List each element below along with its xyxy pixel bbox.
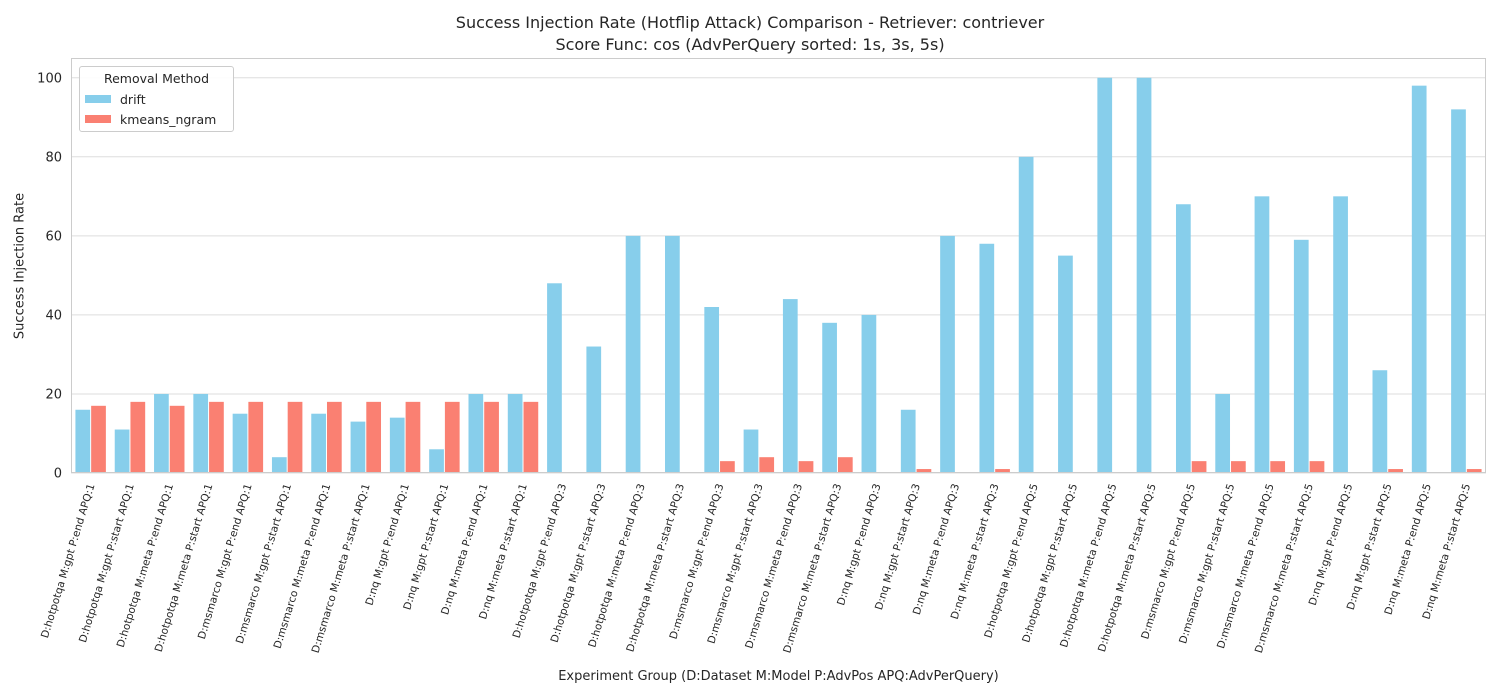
legend-item-kmeans-ngram: kmeans_ngram xyxy=(85,111,216,127)
bar-kmeans-ngram xyxy=(1466,469,1482,473)
bar-drift xyxy=(429,449,444,473)
bar-drift xyxy=(1058,255,1073,473)
x-tick-label: D:nq M:gpt P:start APQ:5 xyxy=(1345,482,1395,611)
bar-drift xyxy=(900,409,916,473)
bar-kmeans-ngram xyxy=(1309,461,1325,473)
bar-drift xyxy=(1333,196,1348,474)
bar-drift xyxy=(271,457,287,473)
bar-kmeans-ngram xyxy=(444,401,460,473)
bar-drift xyxy=(389,417,405,473)
bar-drift xyxy=(1136,77,1152,473)
y-tick-label: 20 xyxy=(45,387,62,402)
bar-drift xyxy=(1372,370,1388,473)
bar-drift xyxy=(1097,77,1113,473)
bar-kmeans-ngram xyxy=(209,401,224,473)
bar-kmeans-ngram xyxy=(1191,461,1207,473)
bar-kmeans-ngram xyxy=(91,405,106,473)
y-tick-label: 60 xyxy=(45,229,62,244)
bar-drift xyxy=(311,413,326,473)
bar-kmeans-ngram xyxy=(287,401,303,473)
bar-drift xyxy=(586,346,602,473)
bar-drift xyxy=(743,429,759,473)
bar-kmeans-ngram xyxy=(169,405,185,473)
x-tick-label: D:nq M:gpt P:end APQ:5 xyxy=(1307,482,1356,607)
x-tick-label: D:nq M:gpt P:end APQ:1 xyxy=(363,482,412,607)
x-tick-label: D:nq M:gpt P:start APQ:1 xyxy=(401,482,451,611)
bar-kmeans-ngram xyxy=(995,469,1010,473)
chart-subtitle: Score Func: cos (AdvPerQuery sorted: 1s,… xyxy=(555,35,945,54)
bar-kmeans-ngram xyxy=(1231,461,1246,473)
bar-drift xyxy=(1451,109,1466,473)
y-tick-label: 0 xyxy=(54,467,62,482)
bar-kmeans-ngram xyxy=(798,461,814,473)
bar-kmeans-ngram xyxy=(523,401,539,473)
bar-drift xyxy=(1254,196,1270,474)
x-tick-label: D:nq M:gpt P:start APQ:3 xyxy=(873,482,923,611)
legend-label-drift: drift xyxy=(120,91,146,107)
chart-title: Success Injection Rate (Hotflip Attack) … xyxy=(455,13,1045,32)
bar-kmeans-ngram xyxy=(720,461,735,473)
bar-drift xyxy=(75,409,91,473)
bar-kmeans-ngram xyxy=(1388,469,1403,473)
bar-drift xyxy=(468,393,484,473)
bar-kmeans-ngram xyxy=(1270,461,1286,473)
bar-kmeans-ngram xyxy=(837,457,853,473)
bar-drift xyxy=(822,322,837,473)
bar-kmeans-ngram xyxy=(759,457,775,473)
bar-drift xyxy=(782,299,798,473)
legend: Removal Method drift kmeans_ngram xyxy=(79,66,234,132)
bar-kmeans-ngram xyxy=(484,401,499,473)
bar-kmeans-ngram xyxy=(130,401,146,473)
bar-drift xyxy=(154,393,169,473)
bar-drift xyxy=(114,429,130,473)
bar-drift xyxy=(232,413,248,473)
bar-drift xyxy=(625,235,641,473)
bar-drift xyxy=(193,393,209,473)
bar-drift xyxy=(1215,393,1231,473)
bar-drift xyxy=(704,307,720,473)
y-tick-label: 100 xyxy=(37,71,62,86)
y-axis-label: Success Injection Rate xyxy=(12,192,28,340)
bar-drift xyxy=(507,393,523,473)
bar-drift xyxy=(1411,85,1427,474)
bar-kmeans-ngram xyxy=(405,401,421,473)
y-tick-label: 80 xyxy=(45,150,62,165)
legend-title: Removal Method xyxy=(103,71,210,86)
x-axis-label: Experiment Group (D:Dataset M:Model P:Ad… xyxy=(558,669,999,684)
bar-drift xyxy=(940,235,955,473)
legend-item-drift: drift xyxy=(85,91,146,107)
legend-swatch-drift xyxy=(85,95,111,103)
bar-drift xyxy=(1293,239,1309,473)
bar-drift xyxy=(350,421,366,473)
bar-drift xyxy=(979,243,995,473)
bar-drift xyxy=(1018,156,1034,474)
bar-drift xyxy=(665,235,680,473)
y-tick-label: 40 xyxy=(45,308,62,323)
bar-kmeans-ngram xyxy=(248,401,264,473)
bar-drift xyxy=(861,314,877,473)
legend-label-kmeans-ngram: kmeans_ngram xyxy=(120,111,217,127)
bar-kmeans-ngram xyxy=(916,469,932,473)
bar-kmeans-ngram xyxy=(326,401,342,473)
plot-frame xyxy=(71,58,1486,473)
plot-area xyxy=(71,58,1486,473)
bar-drift xyxy=(1175,204,1191,473)
x-tick-label: D:nq M:gpt P:end APQ:3 xyxy=(835,482,884,607)
legend-swatch-kmeans-ngram xyxy=(85,115,111,123)
bar-kmeans-ngram xyxy=(366,401,382,473)
bar-drift xyxy=(547,283,562,473)
